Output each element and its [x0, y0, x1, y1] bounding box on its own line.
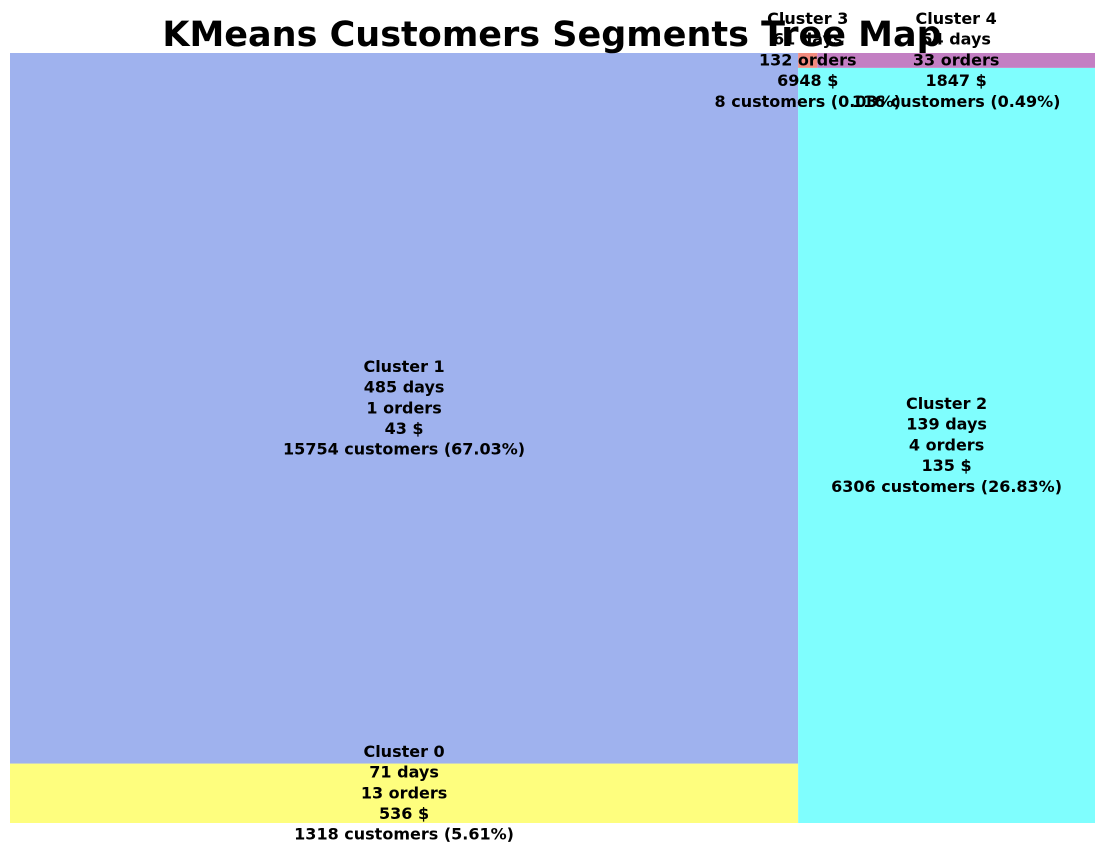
treemap-labels: Cluster 0 71 days 13 orders 536 $ 1318 custo… [283, 9, 1062, 844]
label-line-orders: 13 orders [361, 783, 447, 802]
label-line-customers-label: 116 customers (0.49%) [852, 92, 1061, 111]
label-line-orders: 1 orders [366, 398, 441, 417]
treemap-label-cluster-1: Cluster 1 485 days 1 orders 43 $ 15754 custo… [283, 357, 525, 459]
label-line-amount: 536 $ [379, 804, 429, 823]
label-line-orders: 33 orders [913, 50, 999, 69]
label-line-days: 485 days [364, 378, 445, 397]
label-line-days: 139 days [906, 415, 987, 434]
label-line-orders: 132 orders [759, 50, 857, 69]
label-line-days: 54 days [921, 30, 991, 49]
treemap-rect-cluster-0 [10, 763, 799, 823]
treemap-label-cluster-4: Cluster 4 54 days 33 orders 1847 $ 116 custo… [852, 9, 1061, 111]
label-line-amount: 43 $ [385, 419, 424, 438]
label-line-customers-label: 6306 customers (26.83%) [831, 477, 1062, 496]
label-line-orders: 4 orders [909, 435, 984, 454]
treemap-label-cluster-0: Cluster 0 71 days 13 orders 536 $ 1318 custo… [294, 742, 514, 844]
treemap-rects [10, 53, 1095, 824]
label-line-amount: 135 $ [922, 456, 972, 475]
label-line-name: Cluster 2 [906, 394, 987, 413]
label-line-name: Cluster 3 [767, 9, 848, 28]
label-line-customers-label: 8 customers (0.03%) [715, 92, 901, 111]
label-line-name: Cluster 0 [363, 742, 444, 761]
label-line-customers-label: 1318 customers (5.61%) [294, 825, 514, 844]
treemap-rect-cluster-3 [798, 53, 818, 68]
label-line-days: 71 days [369, 763, 439, 782]
treemap-label-cluster-2: Cluster 2 139 days 4 orders 135 $ 6306 custo… [831, 394, 1062, 496]
label-line-amount: 1847 $ [926, 71, 987, 90]
chart-title: KMeans Customers Segments Tree Map [162, 15, 941, 55]
label-line-days: 61 days [773, 30, 843, 49]
treemap-rect-cluster-1 [10, 53, 799, 764]
treemap-label-cluster-3: Cluster 3 61 days 132 orders 6948 $ 8 custom… [715, 9, 901, 111]
treemap-rect-cluster-2 [798, 67, 1095, 824]
treemap-rect-cluster-4 [817, 53, 1095, 68]
label-line-amount: 6948 $ [777, 71, 838, 90]
label-line-name: Cluster 1 [363, 357, 444, 376]
label-line-customers-label: 15754 customers (67.03%) [283, 440, 525, 459]
label-line-name: Cluster 4 [916, 9, 997, 28]
